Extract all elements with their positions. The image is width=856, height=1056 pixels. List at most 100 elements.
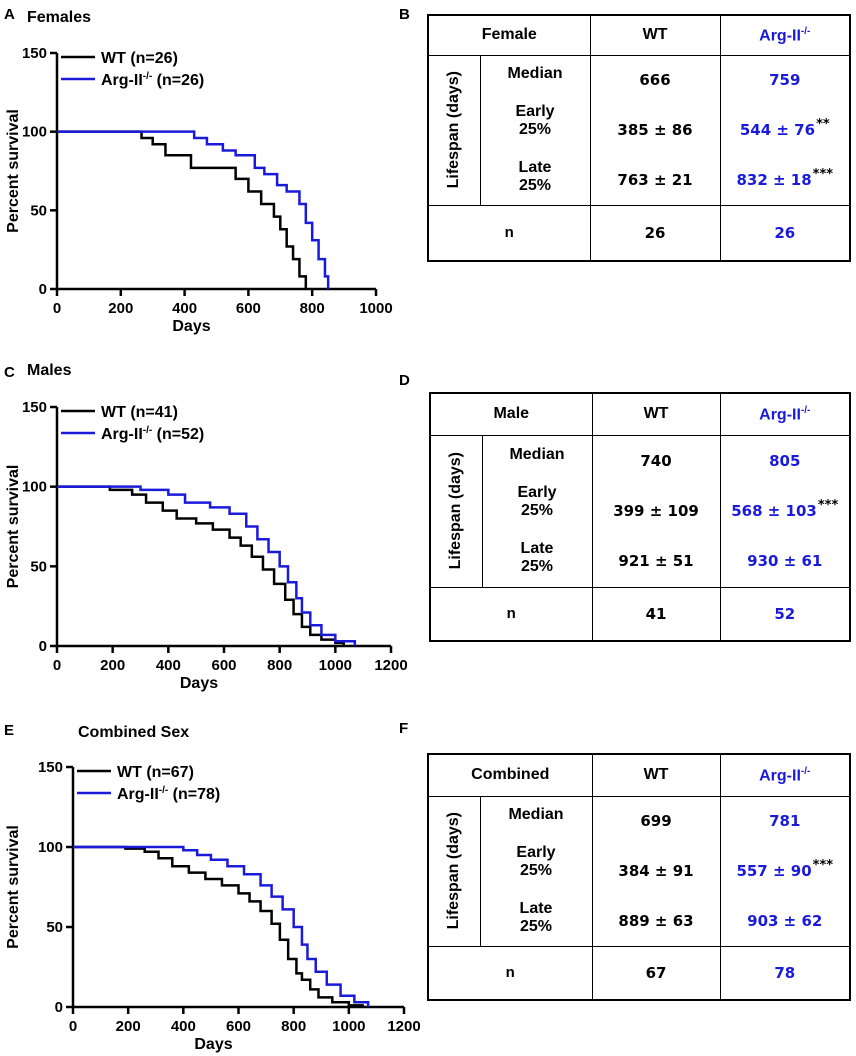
y-tick-label: 50	[30, 558, 47, 575]
panel-letter-c: C	[4, 364, 15, 381]
x-tick-label: 1200	[374, 657, 407, 674]
x-tick-label: 800	[281, 1018, 306, 1035]
wt-values-cell: 699 384 ± 91 889 ± 63	[591, 795, 721, 947]
ko-values-cell: 781 557 ± 90*** 903 ± 62	[719, 795, 851, 947]
side-label: Lifespan (days)	[445, 71, 463, 189]
n-label: n	[427, 204, 591, 262]
panel-letter-d: D	[399, 372, 410, 389]
row-label-early: Early 25%	[517, 483, 557, 519]
n-ko: 78	[719, 945, 851, 1001]
x-tick-label: 200	[100, 657, 125, 674]
n-wt: 67	[591, 945, 721, 1001]
ko-late: 930 ± 61	[747, 552, 823, 571]
side-label: Lifespan (days)	[445, 812, 463, 930]
x-tick-label: 800	[267, 657, 292, 674]
n-wt: 26	[589, 204, 721, 262]
row-label-median: Median	[507, 65, 563, 83]
n-wt: 41	[591, 586, 721, 642]
survival-chart-combined: 0 50 100 150 0 200 400 600 800 1000 1200 Days Percen…	[5, 759, 421, 1053]
row-label-early: Early 25%	[515, 102, 555, 138]
row-label-early: Early 25%	[516, 843, 556, 879]
panel-letter-e: E	[4, 722, 15, 739]
side-label-cell: Lifespan (days)	[427, 795, 481, 947]
ko-values-cell: 759 544 ± 76** 832 ± 18***	[719, 54, 851, 206]
x-tick-label: 400	[172, 300, 197, 317]
chart-title-males: Males	[27, 362, 72, 379]
significance-stars: ***	[812, 857, 834, 873]
lifespan-table-combined: Combined WT Arg-II-/- Lifespan (days) Me…	[427, 753, 851, 1001]
y-tick-label: 100	[22, 124, 47, 141]
x-tick-label: 200	[108, 300, 133, 317]
survival-curve-wt	[57, 130, 308, 289]
x-axis-title: Days	[194, 1036, 232, 1053]
table-header-wt: WT	[591, 392, 721, 436]
survival-chart-males: 0 50 100 150 0 200 400 600 800 1000 1200 Days Percen…	[5, 399, 408, 692]
survival-curve-arg-ii-ko	[73, 845, 370, 1007]
ko-early: 557 ± 90***	[736, 857, 834, 880]
wt-late: 921 ± 51	[618, 552, 694, 571]
ko-median: 781	[769, 812, 801, 831]
side-label-cell: Lifespan (days)	[427, 54, 481, 206]
survival-curve-wt	[73, 845, 364, 1007]
wt-median: 740	[640, 451, 672, 470]
side-label-cell: Lifespan (days)	[429, 434, 483, 588]
x-tick-label: 1000	[332, 1018, 365, 1035]
chart-title-combined: Combined Sex	[78, 724, 190, 741]
row-label-cell: Median Early 25% Late 25%	[479, 54, 591, 206]
table-header-group: Male	[429, 392, 593, 436]
x-axis-title: Days	[172, 318, 210, 335]
x-tick-label: 0	[69, 1018, 77, 1035]
n-ko: 26	[719, 204, 851, 262]
side-label: Lifespan (days)	[447, 452, 465, 570]
survival-curve-arg-ii-ko	[57, 130, 330, 289]
x-tick-label: 1000	[319, 657, 352, 674]
survival-chart-females: 0 50 100 150 0 200 400 600 800 1000 Days Percent su…	[5, 45, 393, 335]
survival-curve-wt	[57, 485, 345, 646]
y-tick-label: 100	[38, 839, 63, 856]
legend-label-wt: WT (n=67)	[117, 764, 194, 781]
n-label: n	[429, 586, 593, 642]
legend-label-arg-ii-ko: Arg-II-/- (n=78)	[117, 785, 220, 803]
row-label-median: Median	[509, 445, 565, 463]
significance-stars: **	[816, 116, 830, 132]
y-tick-label: 150	[38, 759, 63, 776]
table-header-wt: WT	[589, 14, 721, 56]
y-axis-title: Percent survival	[5, 109, 22, 233]
x-tick-label: 1000	[359, 300, 392, 317]
x-tick-label: 600	[226, 1018, 251, 1035]
chart-title-females: Females	[27, 9, 92, 26]
y-tick-label: 0	[55, 999, 63, 1016]
row-label-median: Median	[508, 806, 564, 824]
y-tick-label: 50	[30, 202, 47, 219]
panel-letter-f: F	[399, 720, 409, 737]
row-label-cell: Median Early 25% Late 25%	[481, 434, 593, 588]
x-tick-label: 800	[300, 300, 325, 317]
lifespan-table-male: Male WT Arg-II-/- Lifespan (days) Median…	[429, 392, 852, 642]
ko-early: 544 ± 76**	[739, 116, 830, 139]
x-tick-label: 1200	[387, 1018, 420, 1035]
wt-early: 385 ± 86	[617, 120, 693, 139]
table-header-group: Female	[427, 14, 591, 56]
n-label: n	[427, 945, 593, 1001]
wt-late: 763 ± 21	[617, 170, 693, 189]
wt-values-cell: 666 385 ± 86 763 ± 21	[589, 54, 721, 206]
legend-label-wt: WT (n=41)	[101, 404, 178, 421]
lifespan-table-female: Female WT Arg-II-/- Lifespan (days) Medi…	[427, 14, 852, 262]
n-ko: 52	[719, 586, 851, 642]
x-tick-label: 400	[171, 1018, 196, 1035]
y-tick-label: 0	[39, 281, 47, 298]
ko-early: 568 ± 103***	[731, 497, 839, 520]
legend-label-arg-ii-ko: Arg-II-/- (n=52)	[101, 425, 204, 443]
y-tick-label: 0	[39, 638, 47, 655]
legend-label-arg-ii-ko: Arg-II-/- (n=26)	[101, 71, 204, 89]
x-tick-label: 0	[53, 300, 61, 317]
significance-stars: ***	[817, 497, 839, 513]
wt-values-cell: 740 399 ± 109 921 ± 51	[591, 434, 721, 588]
table-header-wt: WT	[591, 753, 721, 797]
table-header-ko: Arg-II-/-	[719, 14, 851, 56]
wt-median: 699	[640, 812, 672, 831]
ko-values-cell: 805 568 ± 103*** 930 ± 61	[719, 434, 851, 588]
legend-label-wt: WT (n=26)	[101, 50, 178, 67]
x-tick-label: 600	[211, 657, 236, 674]
wt-median: 666	[639, 71, 671, 90]
